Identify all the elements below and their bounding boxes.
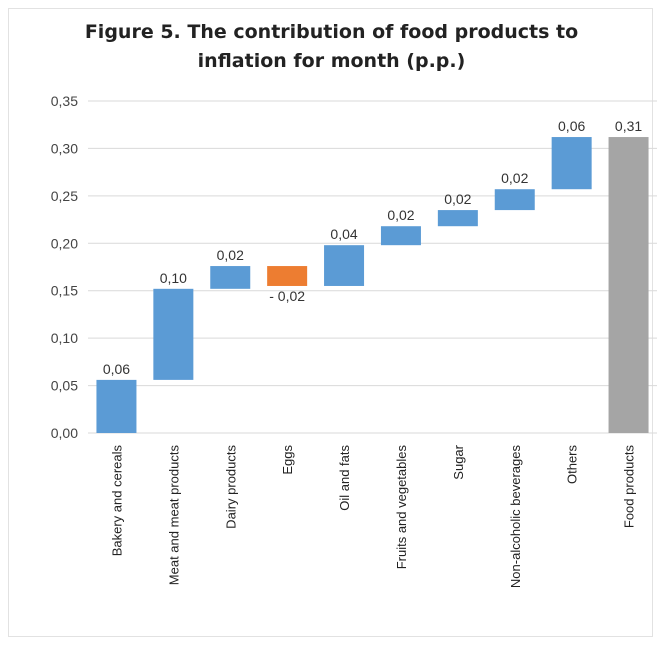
bar-increase: [210, 266, 251, 289]
data-label: 0,04: [330, 226, 357, 242]
category-label: Others: [565, 445, 580, 485]
bar-increase: [494, 189, 535, 211]
chart-title: Figure 5. The contribution of food produ…: [0, 18, 663, 76]
bar-total: [608, 137, 649, 433]
category-label: Sugar: [451, 444, 466, 479]
category-label: Eggs: [280, 445, 295, 475]
chart-title-line1: Figure 5. The contribution of food produ…: [84, 21, 579, 43]
category-label: Food products: [622, 445, 637, 529]
y-tick-label: 0,30: [51, 140, 78, 156]
data-label: 0,02: [217, 247, 244, 263]
category-label: Bakery and cereals: [109, 445, 124, 557]
bar-increase: [153, 288, 194, 380]
category-label: Oil and fats: [337, 445, 352, 511]
bars: [96, 137, 649, 433]
category-label: Dairy products: [223, 445, 238, 529]
chart-frame: [8, 8, 653, 637]
data-label: 0,02: [387, 207, 414, 223]
data-label: 0,02: [444, 191, 471, 207]
data-label: - 0,02: [269, 288, 305, 304]
y-tick-label: 0,15: [51, 283, 78, 299]
bar-decrease: [267, 266, 308, 286]
y-tick-label: 0,10: [51, 330, 78, 346]
bar-increase: [380, 226, 421, 246]
data-labels: 0,06 0,10 0,02 - 0,02 0,04 0,02 0,02 0,02 0,06 0,…: [103, 118, 643, 377]
y-tick-label: 0,25: [51, 188, 78, 204]
y-tick-label: 0,20: [51, 235, 78, 251]
data-label: 0,06: [558, 118, 585, 134]
y-tick-label: 0,35: [51, 93, 78, 109]
category-label: Meat and meat products: [166, 445, 181, 586]
bar-increase: [551, 137, 592, 190]
y-tick-label: 0,05: [51, 378, 78, 394]
data-label: 0,06: [103, 361, 130, 377]
x-axis-labels: Bakery and cereals Meat and meat products…: [109, 444, 636, 588]
category-label: Fruits and vegetables: [394, 445, 409, 570]
data-label: 0,02: [501, 170, 528, 186]
bar-increase: [324, 245, 365, 286]
y-axis-ticks: 0,00 0,05 0,10 0,15 0,20 0,25 0,30 0,35: [51, 93, 78, 441]
bar-increase: [437, 210, 478, 227]
y-tick-label: 0,00: [51, 425, 78, 441]
bar-increase: [96, 379, 137, 433]
data-label: 0,31: [615, 118, 642, 134]
category-label: Non-alcoholic beverages: [508, 445, 523, 589]
chart-title-line2: inflation for month (p.p.): [197, 50, 466, 72]
data-label: 0,10: [160, 270, 187, 286]
